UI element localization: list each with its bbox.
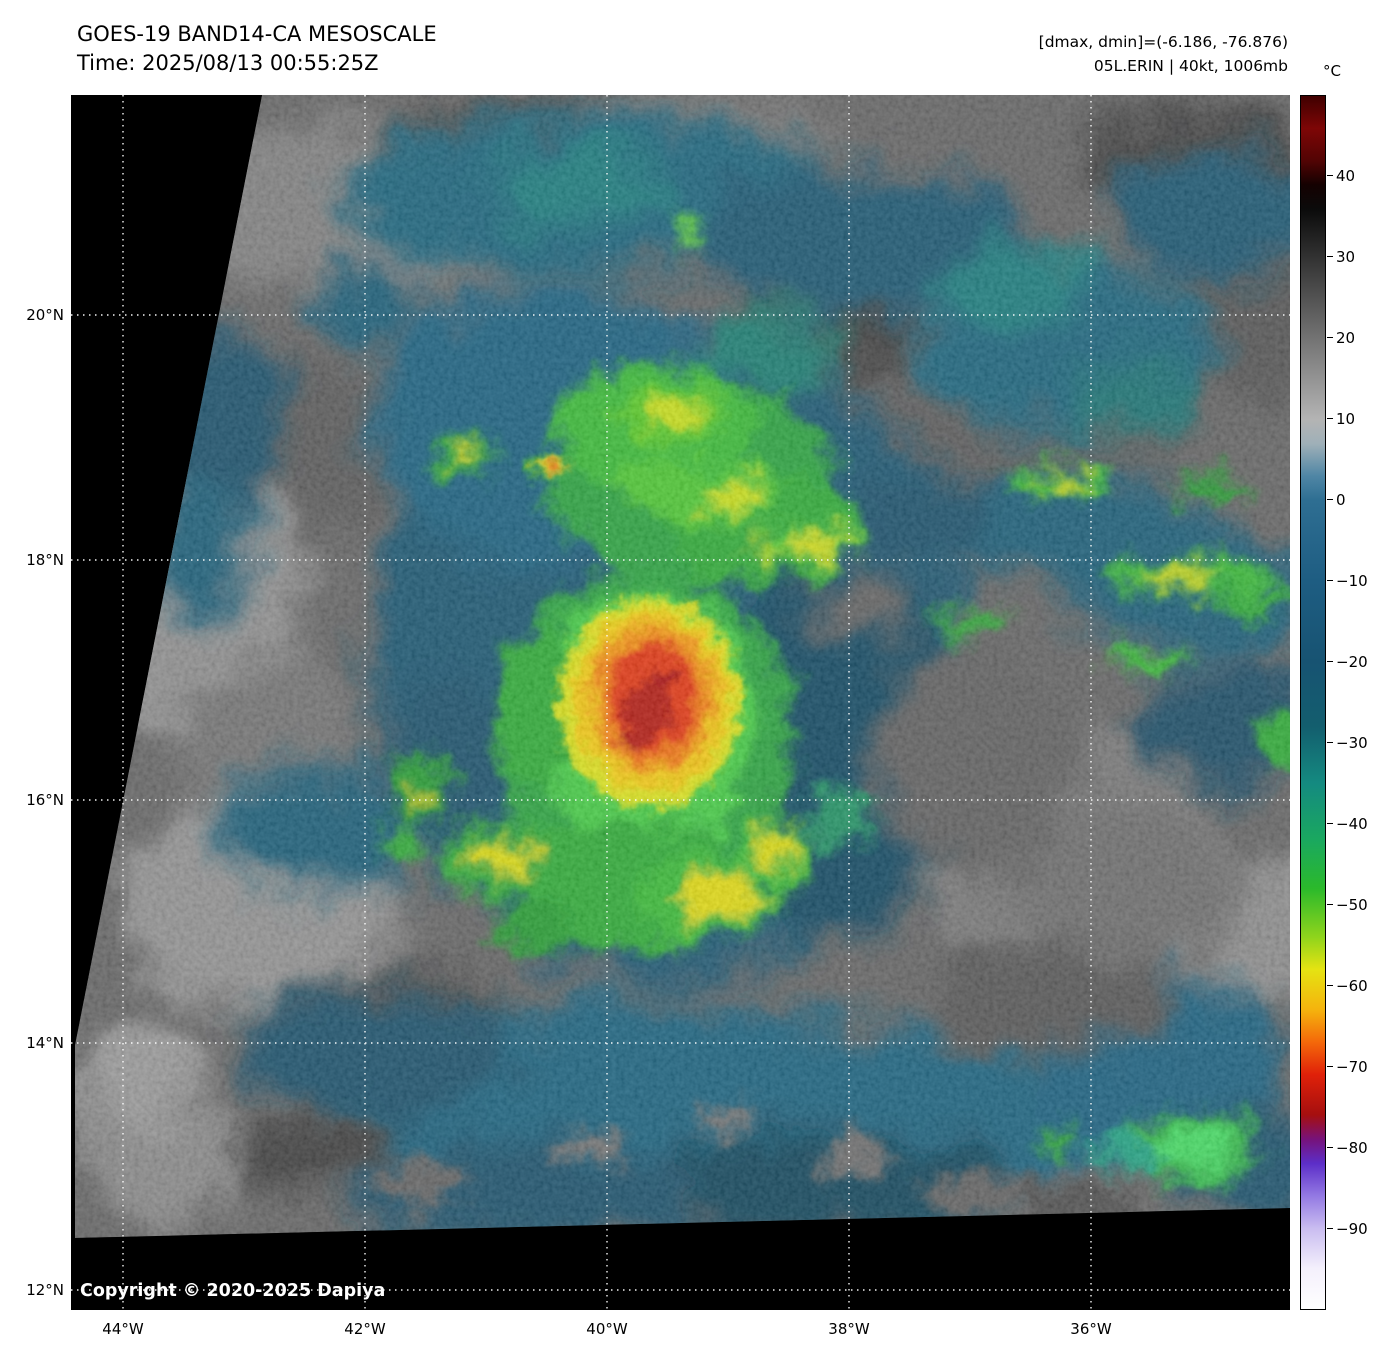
lon-label-36w: 36°W <box>1070 1320 1112 1338</box>
colorbar-gradient <box>1300 95 1326 1310</box>
title-block: GOES-19 BAND14-CA MESOSCALE Time: 2025/0… <box>77 20 437 78</box>
lon-label-40w: 40°W <box>586 1320 628 1338</box>
colorbar-tick-n10: −10 <box>1327 572 1368 590</box>
colorbar-tick-10: 10 <box>1326 410 1356 428</box>
satellite-infrared-image <box>71 95 1290 1310</box>
colorbar-tick-n80: −80 <box>1327 1139 1368 1157</box>
storm-info-annotation: 05L.ERIN | 40kt, 1006mb <box>1093 57 1288 75</box>
colorbar-tick-30: 30 <box>1326 248 1356 266</box>
figure-title: GOES-19 BAND14-CA MESOSCALE <box>77 22 437 46</box>
lon-label-44w: 44°W <box>102 1320 144 1338</box>
colorbar-tick-n40: −40 <box>1327 815 1368 833</box>
dmax-dmin-annotation: [dmax, dmin]=(-6.186, -76.876) <box>1038 33 1288 51</box>
lat-label-16n: 16°N <box>26 791 64 809</box>
lat-label-14n: 14°N <box>26 1034 64 1052</box>
colorbar-tick-n70: −70 <box>1327 1058 1368 1076</box>
annotation-block: [dmax, dmin]=(-6.186, -76.876) 05L.ERIN … <box>1039 30 1288 78</box>
figure-time: Time: 2025/08/13 00:55:25Z <box>77 51 379 75</box>
lat-label-12n: 12°N <box>26 1281 64 1299</box>
colorbar-tick-n50: −50 <box>1327 896 1368 914</box>
colorbar-tick-40: 40 <box>1326 167 1356 185</box>
colorbar-tick-n90: −90 <box>1327 1220 1368 1238</box>
colorbar-tick-0: 0 <box>1327 491 1346 509</box>
colorbar-unit-label: °C <box>1323 62 1341 80</box>
lat-label-18n: 18°N <box>26 551 64 569</box>
colorbar-tick-n30: −30 <box>1327 734 1368 752</box>
lat-label-20n: 20°N <box>26 306 64 324</box>
colorbar-tick-n60: −60 <box>1327 977 1368 995</box>
satellite-map-plot: Copyright © 2020-2025 Dapiya <box>71 95 1290 1310</box>
colorbar-tick-20: 20 <box>1326 329 1356 347</box>
colorbar-tick-n20: −20 <box>1327 653 1368 671</box>
lon-label-38w: 38°W <box>828 1320 870 1338</box>
latlon-grid <box>71 95 1290 1310</box>
lon-label-42w: 42°W <box>344 1320 386 1338</box>
copyright-watermark: Copyright © 2020-2025 Dapiya <box>80 1281 386 1301</box>
